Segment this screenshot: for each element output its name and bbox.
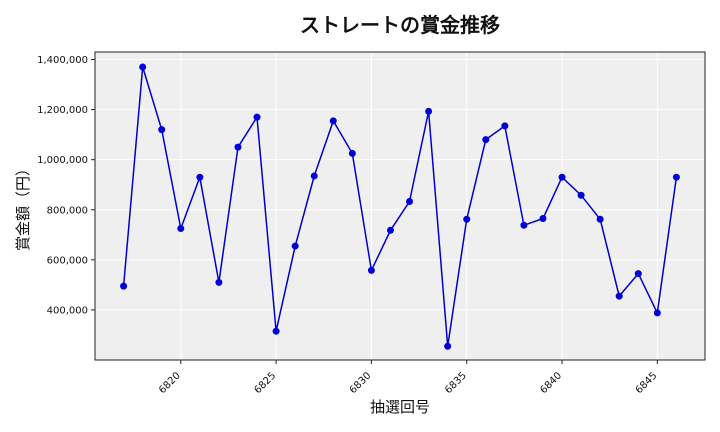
series bbox=[120, 63, 680, 350]
data-point bbox=[577, 191, 585, 199]
y-tick-label: 1,400,000 bbox=[37, 55, 88, 66]
data-point bbox=[139, 63, 147, 71]
y-tick-label: 1,200,000 bbox=[37, 105, 88, 116]
data-point bbox=[653, 309, 661, 317]
x-tick-label: 6830 bbox=[348, 370, 374, 396]
data-point bbox=[120, 282, 128, 290]
y-axis: 400,000 600,000 800,000 1,000,000 1,200,000 1… bbox=[37, 55, 95, 316]
data-point bbox=[234, 143, 242, 151]
x-tick-label: 6845 bbox=[634, 370, 660, 396]
data-point bbox=[501, 122, 509, 130]
x-tick-label: 6825 bbox=[252, 370, 278, 396]
data-point bbox=[672, 173, 680, 181]
chart-title: ストレートの賞金推移 bbox=[300, 13, 500, 37]
y-tick-label: 800,000 bbox=[47, 205, 88, 216]
x-tick-label: 6820 bbox=[157, 370, 183, 396]
data-point bbox=[406, 197, 414, 205]
data-point bbox=[520, 221, 528, 229]
series-line bbox=[122, 66, 678, 347]
plot-area bbox=[94, 51, 706, 361]
data-point bbox=[634, 270, 642, 278]
x-axis-label: 抽選回号 bbox=[370, 398, 430, 416]
y-axis-label: 賞金額（円） bbox=[14, 161, 32, 251]
y-tick-label: 1,000,000 bbox=[37, 155, 88, 166]
data-point bbox=[482, 136, 490, 144]
data-point bbox=[177, 225, 185, 233]
data-point bbox=[272, 327, 280, 335]
data-point bbox=[463, 215, 471, 223]
data-point bbox=[310, 172, 318, 180]
data-point bbox=[558, 173, 566, 181]
data-point bbox=[539, 215, 547, 223]
data-point bbox=[348, 149, 356, 157]
data-point bbox=[215, 278, 223, 286]
data-point bbox=[291, 242, 299, 250]
x-tick-label: 6840 bbox=[538, 370, 564, 396]
plot-frame bbox=[94, 51, 706, 361]
y-tick-label: 600,000 bbox=[47, 255, 88, 266]
data-point bbox=[444, 342, 452, 350]
data-point bbox=[425, 107, 433, 115]
data-point bbox=[253, 113, 261, 121]
data-point bbox=[158, 126, 166, 134]
data-point bbox=[367, 266, 375, 274]
data-point bbox=[196, 173, 204, 181]
data-point bbox=[329, 117, 337, 125]
data-point bbox=[386, 226, 394, 234]
grid bbox=[95, 52, 705, 360]
x-tick-label: 6835 bbox=[443, 370, 469, 396]
x-axis: 6820 6825 6830 6835 6840 6845 bbox=[157, 360, 659, 396]
data-point bbox=[615, 292, 623, 300]
y-tick-label: 400,000 bbox=[47, 305, 88, 316]
data-point bbox=[596, 215, 604, 223]
